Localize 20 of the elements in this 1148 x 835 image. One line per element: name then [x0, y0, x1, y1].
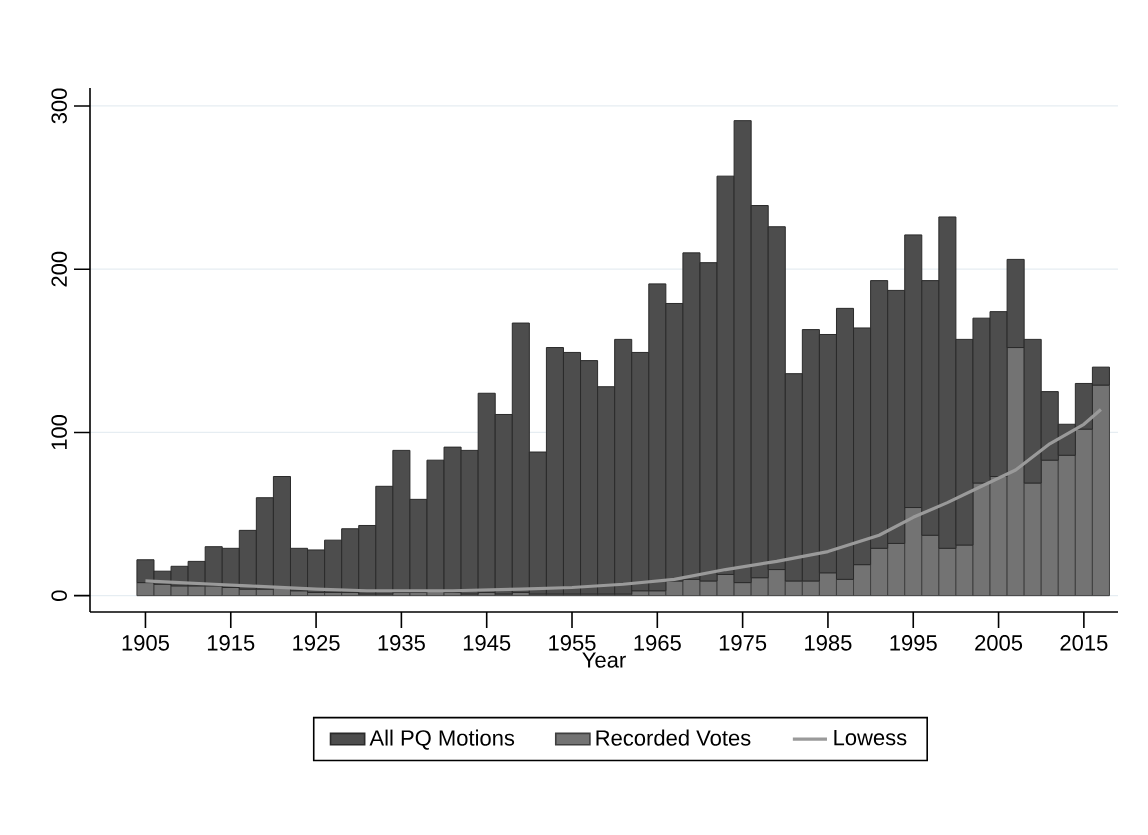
x-tick-label: 1935: [378, 635, 425, 651]
legend-label: All PQ Motions: [369, 729, 515, 750]
x-axis-title: Year: [582, 652, 626, 668]
legend-label: Recorded Votes: [596, 729, 751, 746]
y-tick-label: 200: [51, 251, 67, 287]
x-tick-label: 1985: [805, 635, 852, 651]
y-tick-label: 0: [51, 590, 67, 601]
x-tick-label: 1955: [549, 635, 596, 651]
y-tick-label: 100: [51, 414, 67, 450]
x-tick-label: 2005: [975, 635, 1023, 651]
x-tick-label: 1905: [122, 635, 169, 651]
x-tick-label: 2015: [1060, 635, 1108, 651]
x-tick-label: 1975: [719, 635, 767, 651]
x-tick-label: 1925: [293, 635, 340, 651]
x-tick-label: 1915: [207, 635, 255, 651]
legend-label: Lowess: [834, 730, 907, 746]
x-tick-label: 1995: [890, 635, 937, 651]
y-tick-label: 300: [51, 88, 67, 124]
x-tick-label: 1945: [463, 635, 511, 651]
x-tick-label: 1965: [634, 635, 681, 651]
